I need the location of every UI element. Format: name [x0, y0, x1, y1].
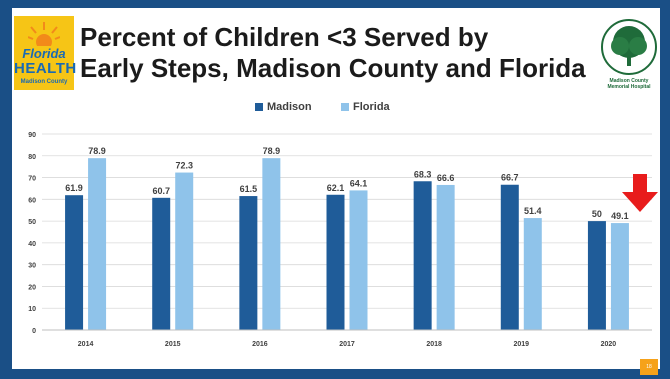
data-label: 78.9: [263, 146, 281, 156]
y-tick-label: 60: [28, 197, 36, 204]
legend-swatch: [341, 103, 349, 111]
bar-madison: [152, 197, 171, 330]
x-tick-label: 2014: [78, 341, 94, 348]
bar-florida: [88, 158, 107, 330]
bar-madison: [239, 196, 258, 330]
bar-chart: 0 10 20 30 40 50 60 70 80 90 Madison Florida 61.9 78.…: [12, 94, 660, 369]
y-tick-label: 50: [28, 219, 36, 226]
down-arrow-icon: [622, 174, 658, 212]
chart-svg: 0 10 20 30 40 50 60 70 80 90 Madison Florida 61.9 78.…: [28, 101, 652, 348]
data-label: 78.9: [88, 146, 106, 156]
data-label: 64.1: [350, 178, 368, 188]
page-title: Percent of Children <3 Served by Early S…: [80, 22, 600, 84]
florida-health-logo: Florida HEALTH Madison County: [14, 16, 77, 90]
header: Florida HEALTH Madison County Percent of…: [12, 8, 660, 94]
slide-number: 18: [640, 359, 658, 375]
legend-label: Florida: [353, 101, 391, 113]
x-tick-label: 2020: [601, 341, 617, 348]
data-label: 49.1: [611, 211, 629, 221]
x-tick-label: 2019: [513, 341, 529, 348]
slide-content: Florida HEALTH Madison County Percent of…: [12, 8, 660, 369]
legend-label: Madison: [267, 101, 312, 113]
y-tick-label: 10: [28, 306, 36, 313]
hospital-logo: Madison County Memorial Hospital: [600, 18, 658, 92]
logo-text-county: Madison County: [20, 79, 68, 85]
data-label: 66.7: [501, 173, 519, 183]
title-line-2: Early Steps, Madison County and Florida: [80, 53, 586, 83]
y-tick-label: 90: [28, 132, 36, 139]
x-tick-label: 2016: [252, 341, 268, 348]
data-label: 60.7: [152, 186, 170, 196]
bar-madison: [413, 181, 432, 330]
data-label: 66.6: [437, 173, 455, 183]
bar-madison: [500, 184, 519, 330]
data-label: 50: [592, 209, 602, 219]
x-tick-label: 2017: [339, 341, 355, 348]
y-tick-label: 40: [28, 241, 36, 248]
sun-icon: [28, 22, 60, 46]
logo-text-florida: Florida: [22, 46, 66, 61]
y-tick-label: 0: [32, 328, 36, 335]
data-label: 62.1: [327, 183, 345, 193]
bar-florida: [349, 190, 368, 330]
legend-swatch: [255, 103, 263, 111]
bar-madison: [65, 195, 84, 330]
data-label: 68.3: [414, 169, 432, 179]
hospital-logo-text: Madison County Memorial Hospital: [600, 78, 658, 90]
x-tick-label: 2018: [426, 341, 442, 348]
y-tick-label: 30: [28, 263, 36, 270]
bar-florida: [610, 223, 629, 330]
data-label: 72.3: [175, 161, 193, 171]
data-label: 61.9: [65, 183, 83, 193]
y-tick-label: 70: [28, 176, 36, 183]
bar-madison: [326, 194, 345, 330]
bar-florida: [436, 184, 455, 330]
y-tick-label: 20: [28, 284, 36, 291]
title-line-1: Percent of Children <3 Served by: [80, 22, 489, 52]
data-label: 61.5: [240, 184, 258, 194]
hospital-logo-line-1: Madison County: [609, 78, 649, 84]
bar-florida: [523, 218, 542, 330]
bar-madison: [587, 221, 606, 330]
logo-text-health: HEALTH: [14, 60, 77, 77]
bar-florida: [262, 158, 281, 330]
data-label: 51.4: [524, 206, 542, 216]
bar-florida: [175, 172, 194, 330]
hospital-logo-line-2: Memorial Hospital: [607, 84, 651, 90]
tree-icon: [601, 19, 657, 75]
x-tick-label: 2015: [165, 341, 181, 348]
y-tick-label: 80: [28, 154, 36, 161]
